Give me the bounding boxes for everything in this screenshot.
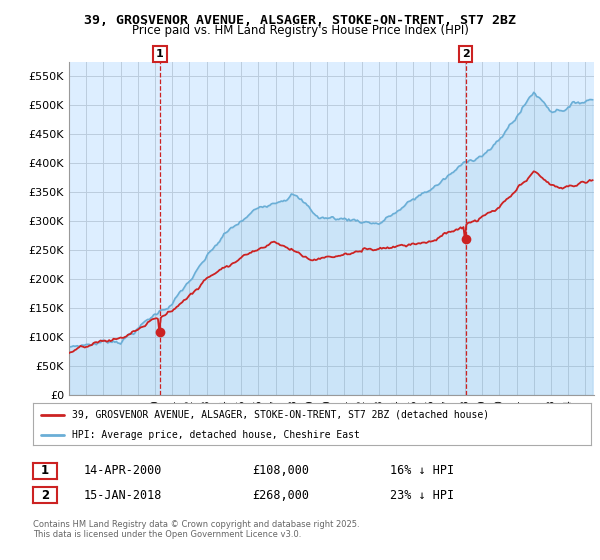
Text: 1: 1 [156,49,164,59]
Text: £268,000: £268,000 [252,488,309,502]
Text: 16% ↓ HPI: 16% ↓ HPI [390,464,454,478]
Text: 2: 2 [41,488,49,502]
Text: 1: 1 [41,464,49,478]
Text: 39, GROSVENOR AVENUE, ALSAGER, STOKE-ON-TRENT, ST7 2BZ: 39, GROSVENOR AVENUE, ALSAGER, STOKE-ON-… [84,14,516,27]
Text: HPI: Average price, detached house, Cheshire East: HPI: Average price, detached house, Ches… [72,430,360,440]
Text: 14-APR-2000: 14-APR-2000 [84,464,163,478]
Text: 23% ↓ HPI: 23% ↓ HPI [390,488,454,502]
Text: 2: 2 [462,49,469,59]
Text: £108,000: £108,000 [252,464,309,478]
Text: 15-JAN-2018: 15-JAN-2018 [84,488,163,502]
Text: Contains HM Land Registry data © Crown copyright and database right 2025.
This d: Contains HM Land Registry data © Crown c… [33,520,359,539]
Text: Price paid vs. HM Land Registry's House Price Index (HPI): Price paid vs. HM Land Registry's House … [131,24,469,37]
Text: 39, GROSVENOR AVENUE, ALSAGER, STOKE-ON-TRENT, ST7 2BZ (detached house): 39, GROSVENOR AVENUE, ALSAGER, STOKE-ON-… [72,409,489,419]
